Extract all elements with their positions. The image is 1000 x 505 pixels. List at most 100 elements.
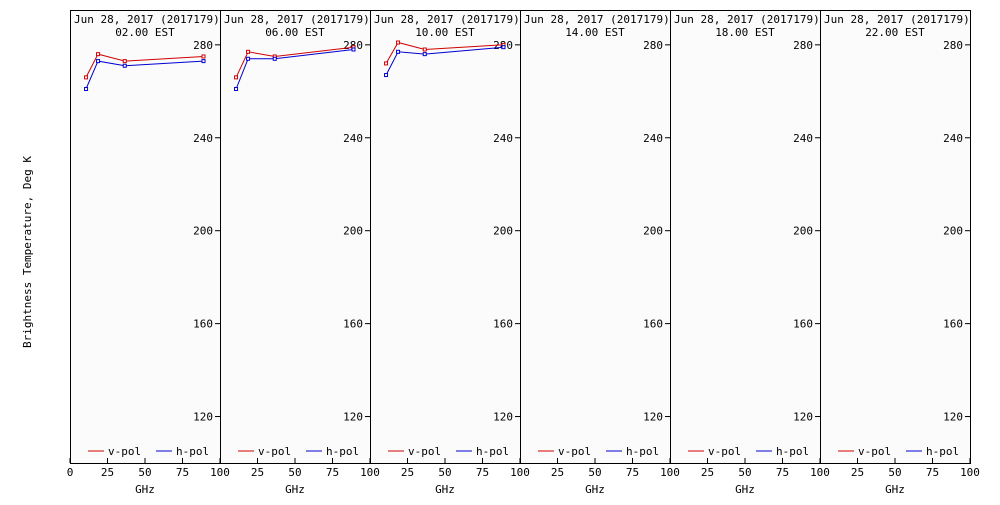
panel-5-ytick-label: 160 (793, 318, 813, 331)
panel-5-title: Jun 28, 2017 (2017179) (674, 13, 820, 26)
panel-6-xtick-label: 75 (926, 466, 939, 479)
panel-5-ytick-label: 240 (793, 132, 813, 145)
panel-3-legend-label-v-pol: v-pol (408, 445, 441, 458)
panel-5-xtick-label: 25 (701, 466, 714, 479)
panel-3-xlabel: GHz (435, 483, 455, 496)
panel-3-subtitle: 10.00 EST (415, 26, 475, 39)
panel-6-legend-label-h-pol: h-pol (926, 445, 959, 458)
panel-1-series-v-pol (85, 53, 204, 78)
panel-1-point-v-pol (96, 52, 101, 57)
panel-2-title: Jun 28, 2017 (2017179) (224, 13, 370, 26)
panel-2-point-h-pol (351, 47, 356, 52)
panel-6-xtick-label: 100 (960, 466, 980, 479)
panel-6-ytick-label: 280 (943, 39, 963, 52)
panel-3-point-h-pol (422, 52, 427, 57)
panel-6-xlabel: GHz (885, 483, 905, 496)
panel-3-legend-label-h-pol: h-pol (476, 445, 509, 458)
panel-4-xtick-label: 50 (588, 466, 601, 479)
panel-2-point-h-pol (234, 86, 239, 91)
panel-1-point-v-pol (201, 54, 206, 59)
panel-1-point-v-pol (122, 59, 127, 64)
panel-3-point-h-pol (501, 45, 506, 50)
panel-1-point-h-pol (84, 86, 89, 91)
panel-2-xtick-label: 75 (326, 466, 339, 479)
panel-3-point-v-pol (422, 47, 427, 52)
panel-4-ytick-label: 240 (643, 132, 663, 145)
panel-5-legend-label-v-pol: v-pol (708, 445, 741, 458)
panel-1-title: Jun 28, 2017 (2017179) (74, 13, 220, 26)
panel-3-ytick-label: 200 (493, 225, 513, 238)
panel-4-legend-label-v-pol: v-pol (558, 445, 591, 458)
panel-1-legend-label-v-pol: v-pol (108, 445, 141, 458)
panel-3-point-h-pol (384, 73, 389, 78)
panel-3-series-h-pol (385, 46, 504, 76)
panel-4-ytick-label: 200 (643, 225, 663, 238)
panel-4-xtick-label: 100 (660, 466, 680, 479)
panel-4-xtick-label: 25 (551, 466, 564, 479)
panel-6-ytick-label: 160 (943, 318, 963, 331)
panel-3-ytick-label: 160 (493, 318, 513, 331)
panel-6-ytick-label: 120 (943, 411, 963, 424)
panel-2-legend-label-h-pol: h-pol (326, 445, 359, 458)
panel-2-xtick-label: 100 (360, 466, 380, 479)
panel-6-frame (820, 10, 971, 464)
panel-2-ytick-label: 120 (343, 411, 363, 424)
panel-6-ytick-label: 200 (943, 225, 963, 238)
panel-1-point-h-pol (96, 59, 101, 64)
panel-5-subtitle: 18.00 EST (715, 26, 775, 39)
panel-1-ytick-label: 280 (193, 39, 213, 52)
panel-1-legend-label-h-pol: h-pol (176, 445, 209, 458)
panel-2-xlabel: GHz (285, 483, 305, 496)
panel-4-ytick-label: 160 (643, 318, 663, 331)
panel-3-xtick-label: 50 (438, 466, 451, 479)
panel-5-ytick-label: 200 (793, 225, 813, 238)
panel-1-ytick-label: 120 (193, 411, 213, 424)
panel-1-xtick-label: 25 (101, 466, 114, 479)
panel-2-series-h-pol (235, 49, 354, 90)
panel-1-series-h-pol (85, 60, 204, 90)
panel-1-subtitle: 02.00 EST (115, 26, 175, 39)
panel-6-ytick-label: 240 (943, 132, 963, 145)
panel-5-ytick-label: 280 (793, 39, 813, 52)
panel-3-ytick-label: 120 (493, 411, 513, 424)
panel-2-series-v-pol (235, 46, 354, 78)
panel-6-xtick-label: 25 (851, 466, 864, 479)
panel-1-ytick-label: 240 (193, 132, 213, 145)
panel-1-point-v-pol (84, 75, 89, 80)
panel-6-subtitle: 22.00 EST (865, 26, 925, 39)
panel-1-point-h-pol (122, 63, 127, 68)
panel-1-xtick-label: 50 (138, 466, 151, 479)
panel-5-ytick-label: 120 (793, 411, 813, 424)
panel-1-xlabel: GHz (135, 483, 155, 496)
panel-5-xtick-label: 100 (810, 466, 830, 479)
panel-1-ytick-label: 160 (193, 318, 213, 331)
panel-4-subtitle: 14.00 EST (565, 26, 625, 39)
panel-4-title: Jun 28, 2017 (2017179) (524, 13, 670, 26)
panel-5-legend-label-h-pol: h-pol (776, 445, 809, 458)
panel-6-legend-label-v-pol: v-pol (858, 445, 891, 458)
panel-1-point-h-pol (201, 59, 206, 64)
y-axis-label: Brightness Temperature, Deg K (21, 156, 34, 348)
panel-3-point-v-pol (384, 61, 389, 66)
panel-3-point-h-pol (396, 49, 401, 54)
panel-3-title: Jun 28, 2017 (2017179) (374, 13, 520, 26)
panel-6-xtick-label: 50 (888, 466, 901, 479)
panel-2-subtitle: 06.00 EST (265, 26, 325, 39)
panel-2-point-v-pol (234, 75, 239, 80)
panel-2-point-h-pol (272, 56, 277, 61)
panel-6-title: Jun 28, 2017 (2017179) (824, 13, 970, 26)
panel-2-ytick-label: 240 (343, 132, 363, 145)
panel-2-ytick-label: 160 (343, 318, 363, 331)
panel-1-ytick-label: 200 (193, 225, 213, 238)
panel-2-xtick-label: 50 (288, 466, 301, 479)
panel-1-xtick-label: 100 (210, 466, 230, 479)
panel-5-xtick-label: 50 (738, 466, 751, 479)
panel-3-point-v-pol (396, 40, 401, 45)
panel-4-xtick-label: 75 (626, 466, 639, 479)
panel-1-xtick-label: 75 (176, 466, 189, 479)
panel-4-ytick-label: 280 (643, 39, 663, 52)
panel-2-xtick-label: 25 (251, 466, 264, 479)
panel-3-xtick-label: 100 (510, 466, 530, 479)
panel-1-frame (70, 10, 221, 464)
